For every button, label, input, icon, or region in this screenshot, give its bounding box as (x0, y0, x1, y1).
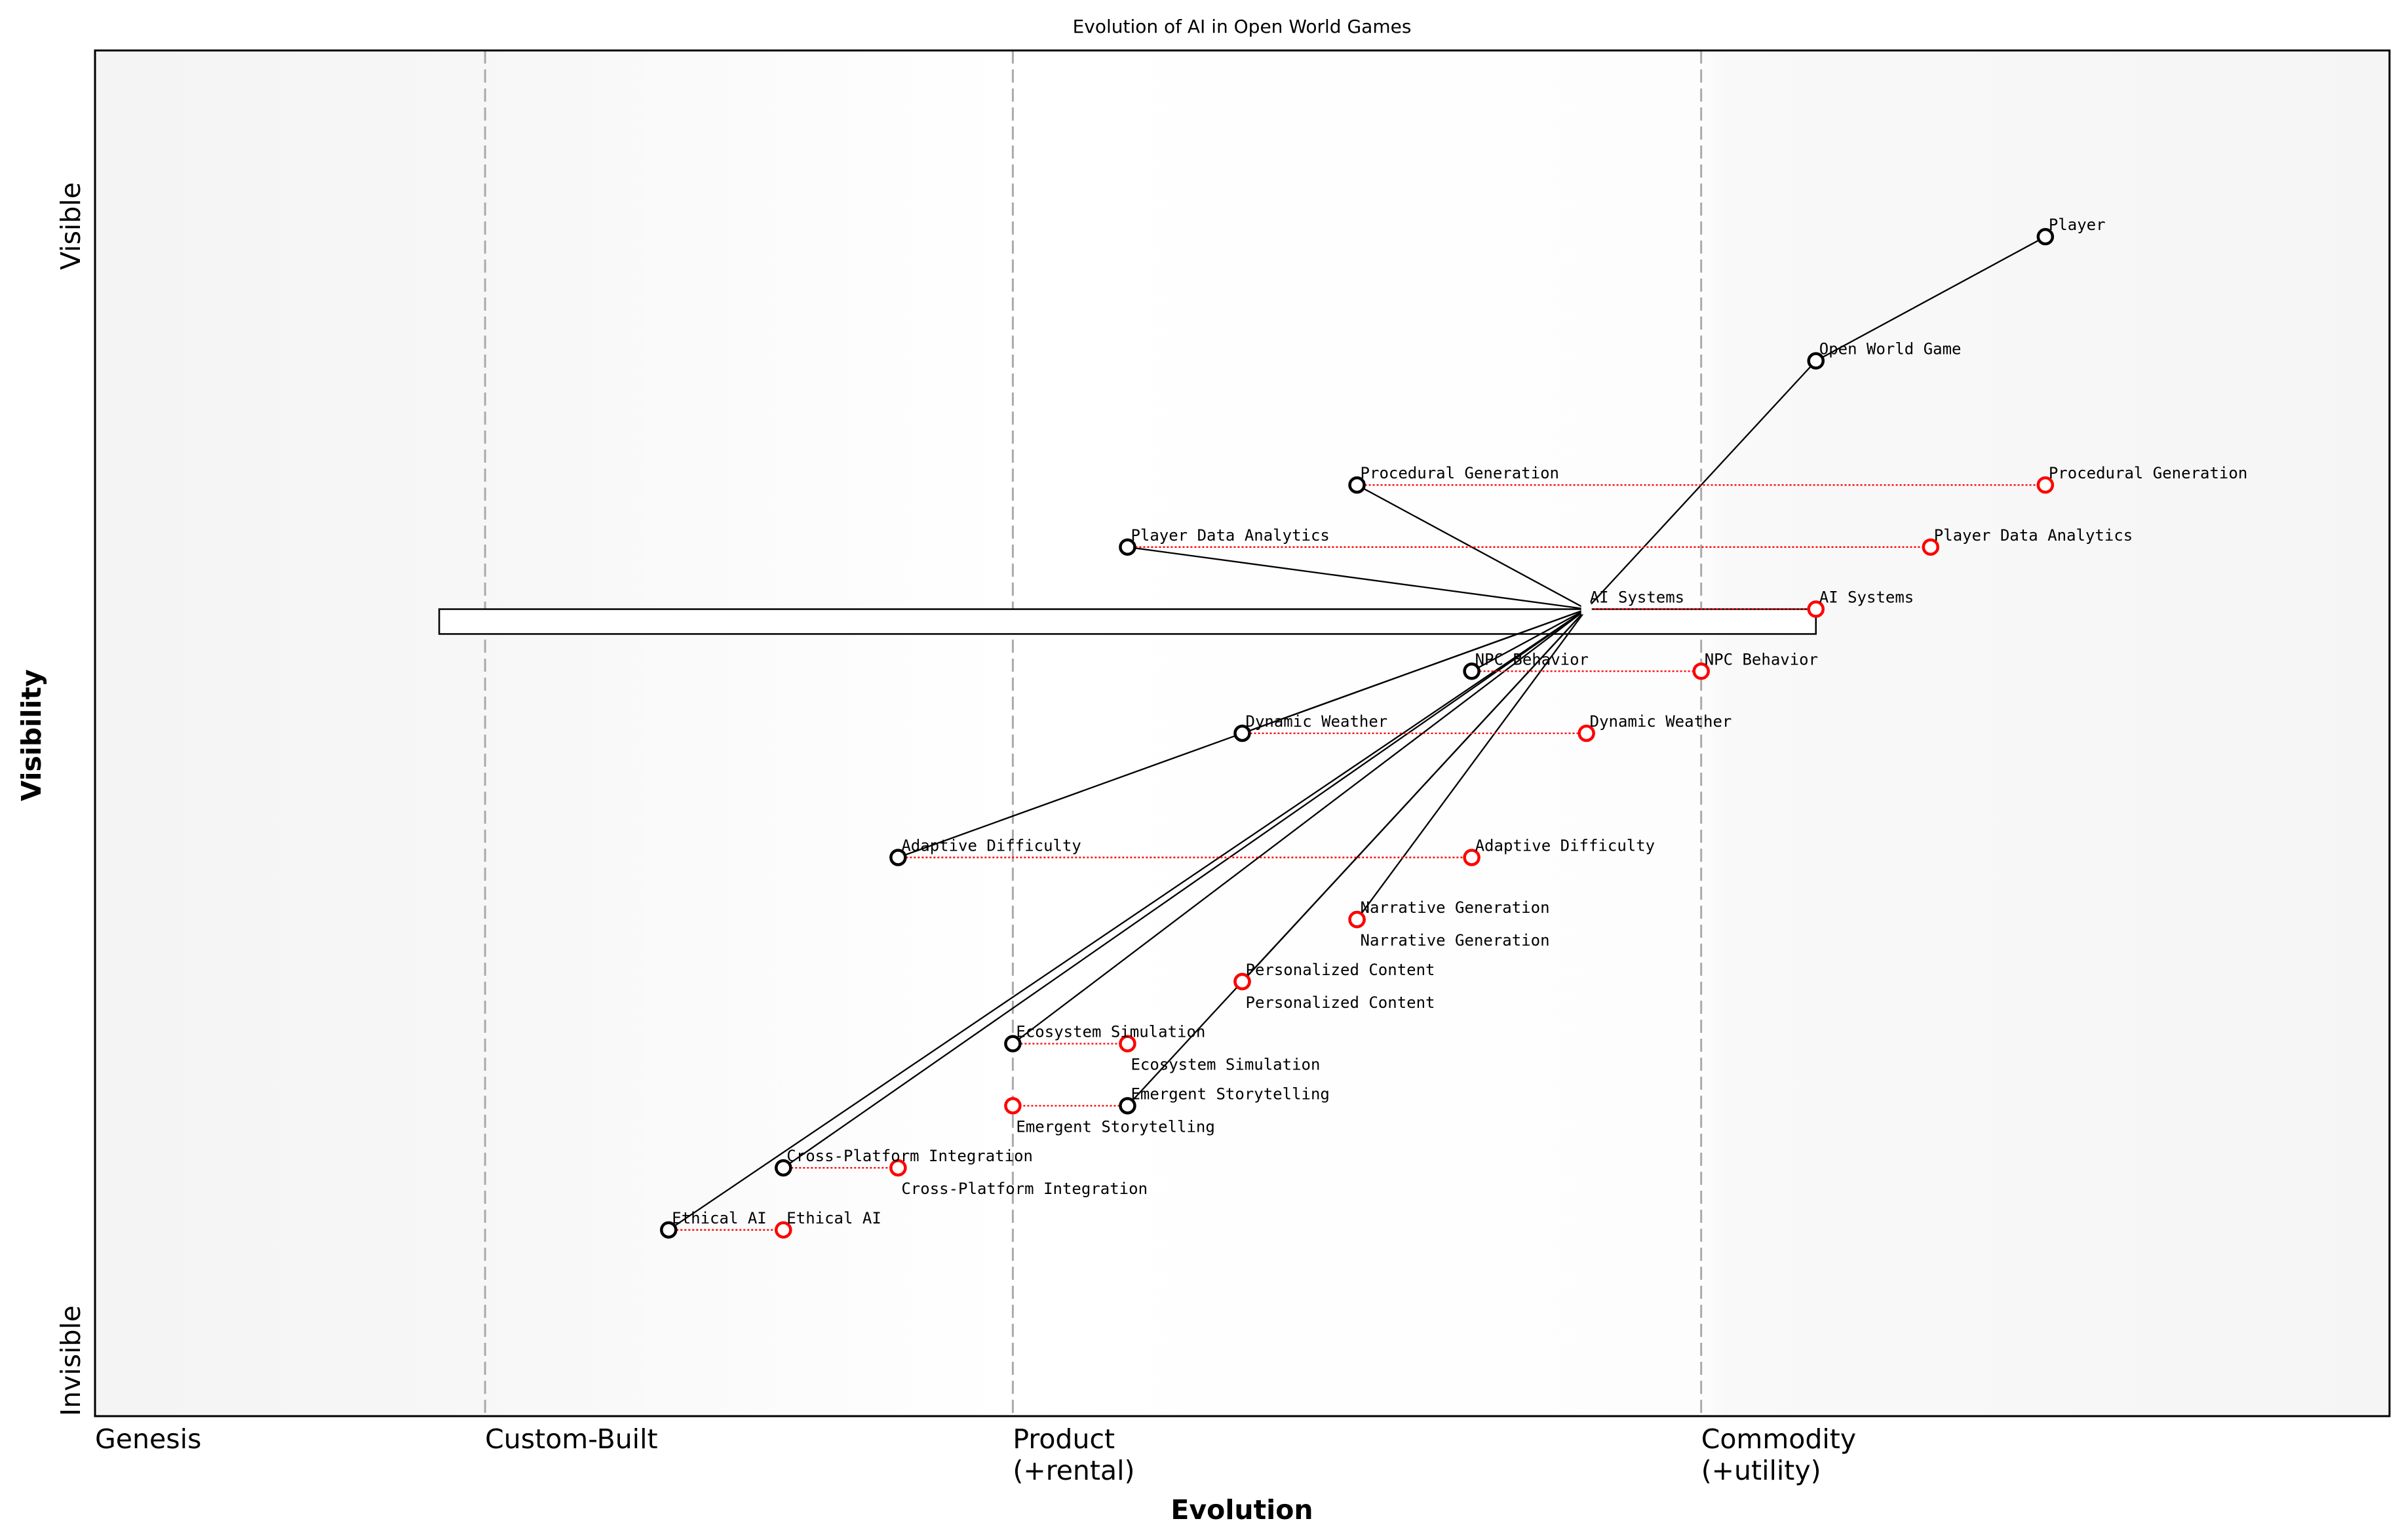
node-label-ethical-ai: Ethical AI (672, 1209, 767, 1227)
evolved-label-procedural-generation: Procedural Generation (2049, 464, 2247, 482)
node-label-player: Player (2049, 216, 2106, 234)
evolved-node-personalized-content (1233, 972, 1251, 991)
evolved-label-adaptive-difficulty: Adaptive Difficulty (1475, 836, 1655, 855)
pipeline-box (438, 608, 1817, 635)
link-ai-systems-to-narrative-generation (1356, 608, 1587, 920)
node-procedural-generation (1348, 476, 1366, 494)
evolved-node-cross-platform-integration (889, 1159, 907, 1177)
x-stage-label-custom-built: Custom-Built (485, 1423, 657, 1455)
link-ai-systems-to-player-data-analytics (1127, 546, 1587, 610)
evolved-label-narrative-generation: Narrative Generation (1361, 931, 1550, 950)
link-ai-systems-to-ethical-ai (668, 608, 1587, 1231)
evolved-node-narrative-generation (1348, 910, 1366, 929)
node-ethical-ai (660, 1221, 678, 1239)
x-stage-label-genesis: Genesis (95, 1423, 201, 1455)
node-ecosystem-simulation (1004, 1035, 1022, 1052)
link-ai-systems-to-ecosystem-simulation (1012, 608, 1587, 1045)
node-label-open-world-game: Open World Game (1819, 340, 1962, 358)
node-adaptive-difficulty (889, 849, 907, 866)
node-label-ecosystem-simulation: Ecosystem Simulation (1016, 1023, 1205, 1041)
x-axis-title: Evolution (1171, 1494, 1313, 1526)
node-player-data-analytics (1119, 538, 1136, 556)
evolved-label-npc-behavior: NPC Behavior (1705, 650, 1818, 668)
node-label-emergent-storytelling: Emergent Storytelling (1131, 1085, 1329, 1103)
node-label-player-data-analytics: Player Data Analytics (1131, 526, 1329, 545)
node-label-adaptive-difficulty: Adaptive Difficulty (901, 836, 1081, 855)
evolved-node-dynamic-weather (1577, 724, 1595, 742)
link-ai-systems-to-procedural-generation (1357, 484, 1587, 610)
link-ai-systems-to-npc-behavior (1471, 608, 1587, 672)
evolved-label-cross-platform-integration: Cross-Platform Integration (901, 1180, 1148, 1198)
node-label-procedural-generation: Procedural Generation (1361, 464, 1559, 482)
evolved-label-ethical-ai: Ethical AI (786, 1209, 881, 1227)
evolved-label-dynamic-weather: Dynamic Weather (1590, 712, 1732, 731)
evolved-label-emergent-storytelling: Emergent Storytelling (1016, 1117, 1214, 1136)
node-cross-platform-integration (775, 1159, 792, 1177)
node-label-ai-systems: AI Systems (1590, 588, 1685, 607)
y-label-invisible: Invisible (55, 1305, 87, 1416)
link-player-to-open-world-game (1815, 236, 2046, 362)
y-axis-title: Visibility (16, 669, 47, 801)
node-label-narrative-generation: Narrative Generation (1361, 898, 1550, 917)
evolved-label-ai-systems: AI Systems (1819, 588, 1914, 607)
evolved-node-npc-behavior (1692, 663, 1710, 680)
node-label-dynamic-weather: Dynamic Weather (1246, 712, 1388, 731)
link-ai-systems-to-cross-platform-integration (783, 608, 1587, 1169)
evolved-node-ecosystem-simulation (1119, 1035, 1136, 1052)
node-label-personalized-content: Personalized Content (1246, 961, 1435, 979)
evolved-node-emergent-storytelling (1004, 1097, 1022, 1115)
node-player (2036, 227, 2055, 246)
evolved-node-ai-systems (1807, 600, 1825, 618)
link-ai-systems-to-emergent-storytelling (1127, 608, 1587, 1107)
node-npc-behavior (1463, 663, 1481, 680)
node-open-world-game (1807, 352, 1825, 370)
chart-title: Evolution of AI in Open World Games (1073, 16, 1412, 37)
x-stage-label-commodity: Commodity (+utility) (1701, 1423, 1856, 1486)
link-open-world-game-to-ai-systems (1585, 360, 1817, 610)
evolved-label-personalized-content: Personalized Content (1246, 993, 1435, 1012)
evolved-node-player-data-analytics (1922, 538, 1940, 556)
node-label-cross-platform-integration: Cross-Platform Integration (786, 1147, 1033, 1165)
node-label-npc-behavior: NPC Behavior (1475, 650, 1589, 668)
evolved-label-ecosystem-simulation: Ecosystem Simulation (1131, 1056, 1320, 1074)
plot-frame (94, 49, 2391, 1417)
evolved-label-player-data-analytics: Player Data Analytics (1934, 526, 2133, 545)
node-dynamic-weather (1233, 724, 1251, 742)
evolved-node-ethical-ai (775, 1221, 792, 1239)
node-ai-systems (1581, 604, 1592, 615)
evolved-node-adaptive-difficulty (1463, 849, 1481, 866)
x-stage-label-product: Product (+rental) (1013, 1423, 1134, 1486)
node-emergent-storytelling (1119, 1097, 1136, 1115)
y-label-visible: Visible (55, 182, 87, 270)
evolved-node-procedural-generation (2036, 476, 2055, 494)
